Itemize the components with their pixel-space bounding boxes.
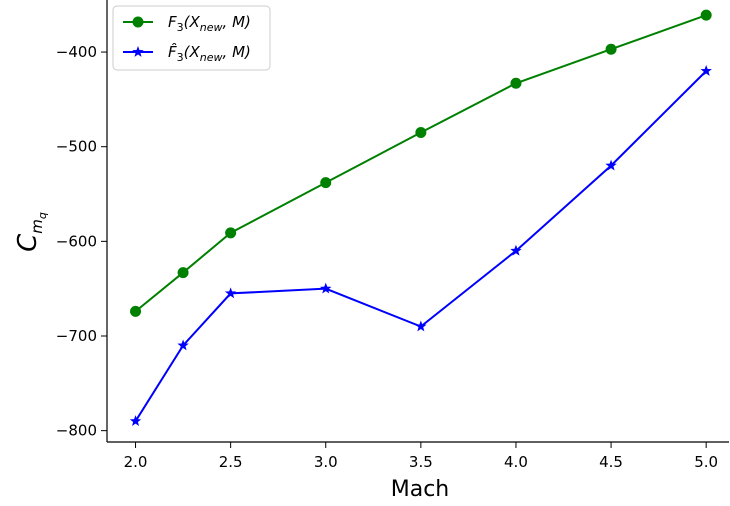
x-tick-label: 4.5 bbox=[599, 453, 623, 471]
x-ticks: 2.0 2.5 3.0 3.5 4.0 4.5 5.0 bbox=[124, 442, 718, 471]
legend-marker-circle bbox=[132, 16, 144, 28]
data-point bbox=[700, 64, 712, 76]
y-axis-title: Cmq bbox=[13, 212, 49, 252]
y-axis-title-sub: m bbox=[28, 219, 46, 234]
x-tick-label: 2.0 bbox=[124, 453, 148, 471]
y-axis-title-subsub: q bbox=[36, 212, 49, 219]
data-point bbox=[130, 305, 142, 317]
legend-label-f3-hat: F̂3(Xnew, M) bbox=[168, 42, 251, 64]
data-point bbox=[320, 177, 332, 189]
x-tick-label: 5.0 bbox=[694, 453, 718, 471]
series-layer bbox=[129, 9, 712, 427]
y-tick-label: −800 bbox=[56, 422, 97, 440]
y-tick-label: −700 bbox=[56, 327, 97, 345]
data-point bbox=[415, 320, 427, 332]
x-axis-title: Mach bbox=[391, 477, 450, 502]
series-f3-hat bbox=[129, 64, 712, 427]
series-f3 bbox=[130, 9, 712, 317]
y-tick-label: −500 bbox=[56, 138, 97, 156]
x-tick-label: 4.0 bbox=[504, 453, 528, 471]
data-point bbox=[225, 227, 237, 239]
data-point bbox=[700, 9, 712, 21]
data-point bbox=[605, 159, 617, 171]
x-tick-label: 3.0 bbox=[314, 453, 338, 471]
data-point bbox=[129, 415, 142, 427]
data-point bbox=[224, 287, 237, 299]
y-ticks: −400 −500 −600 −700 −800 bbox=[56, 43, 107, 440]
legend-marker-star bbox=[132, 46, 144, 57]
axes bbox=[106, 0, 729, 443]
data-point bbox=[510, 77, 522, 89]
data-point bbox=[510, 244, 522, 256]
legend: F3(Xnew, M) F̂3(Xnew, M) bbox=[112, 5, 271, 71]
x-tick-label: 2.5 bbox=[219, 453, 243, 471]
y-tick-label: −400 bbox=[56, 43, 97, 61]
legend-label-f3: F3(Xnew, M) bbox=[168, 13, 251, 34]
x-tick-label: 3.5 bbox=[409, 453, 433, 471]
data-point bbox=[320, 282, 332, 294]
series-line bbox=[134, 14, 707, 313]
data-point bbox=[177, 339, 189, 351]
data-point bbox=[605, 43, 617, 55]
series-line bbox=[134, 70, 707, 422]
data-point bbox=[177, 267, 189, 279]
data-point bbox=[415, 127, 427, 139]
y-axis-title-main: C bbox=[13, 233, 43, 252]
y-tick-label: −600 bbox=[56, 232, 97, 250]
